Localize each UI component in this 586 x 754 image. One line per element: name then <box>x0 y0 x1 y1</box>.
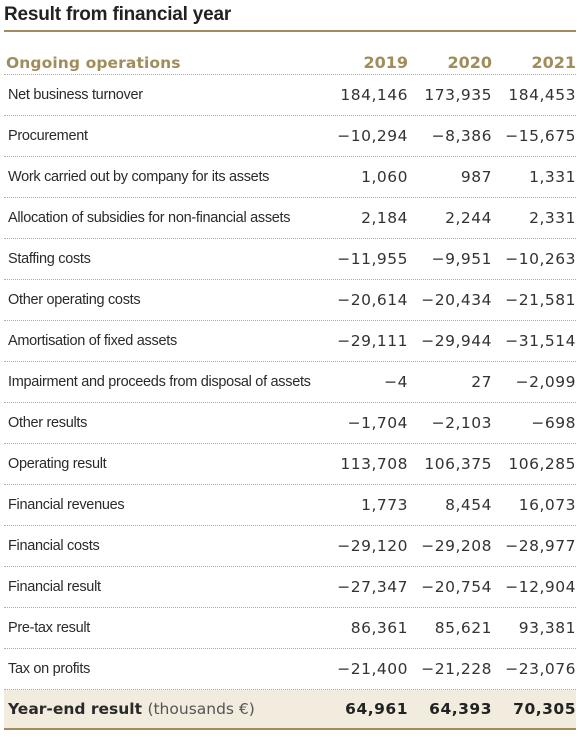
row-value-2019: −11,955 <box>337 250 408 268</box>
row-value-2020: 987 <box>460 168 492 186</box>
row-value-2019: 184,146 <box>340 86 408 104</box>
row-value-2019: 1,060 <box>361 168 408 186</box>
table-row: Amortisation of fixed assets −29,111 −29,9… <box>4 321 576 362</box>
row-label: Tax on profits <box>8 661 91 677</box>
row-value-2019: −29,111 <box>337 332 408 350</box>
row-value-2021: −2,099 <box>515 373 576 391</box>
row-value-2019: −4 <box>384 373 408 391</box>
row-value-2020: −8,386 <box>431 127 492 145</box>
row-label: Procurement <box>8 128 88 144</box>
row-value-2019: 86,361 <box>350 619 408 637</box>
row-label: Other operating costs <box>8 292 141 308</box>
page-title: Result from financial year <box>4 4 232 25</box>
row-label: Financial costs <box>8 538 100 554</box>
total-value-2019: 64,961 <box>345 700 408 718</box>
year-2019-header: 2019 <box>363 53 408 72</box>
row-value-2020: 173,935 <box>424 86 492 104</box>
row-value-2021: 106,285 <box>508 455 576 473</box>
row-value-2020: −21,228 <box>421 660 492 678</box>
row-value-2020: −9,951 <box>431 250 492 268</box>
row-value-2021: 1,331 <box>529 168 576 186</box>
total-label-text: Year-end result <box>8 700 143 718</box>
table-row: Financial costs −29,120 −29,208 −28,977 <box>4 526 576 567</box>
row-value-2021: −21,581 <box>505 291 576 309</box>
row-value-2021: 184,453 <box>508 86 576 104</box>
row-value-2019: 1,773 <box>361 496 408 514</box>
row-value-2020: −29,208 <box>421 537 492 555</box>
total-value-2020: 64,393 <box>429 700 492 718</box>
table-row: Impairment and proceeds from disposal of… <box>4 362 576 403</box>
table-row: Operating result 113,708 106,375 106,285 <box>4 444 576 485</box>
row-value-2021: −28,977 <box>505 537 576 555</box>
row-value-2019: −1,704 <box>347 414 408 432</box>
row-label: Staffing costs <box>8 251 91 267</box>
row-value-2020: 27 <box>471 373 492 391</box>
table-row: Allocation of subsidies for non-financia… <box>4 198 576 239</box>
row-value-2020: 2,244 <box>445 209 492 227</box>
row-value-2019: 113,708 <box>340 455 408 473</box>
table-row: Work carried out by company for its asse… <box>4 157 576 198</box>
table-row: Procurement −10,294 −8,386 −15,675 <box>4 116 576 157</box>
row-value-2021: −15,675 <box>505 127 576 145</box>
row-value-2019: −21,400 <box>337 660 408 678</box>
row-value-2021: −698 <box>531 414 576 432</box>
row-value-2021: 16,073 <box>518 496 576 514</box>
row-label: Net business turnover <box>8 87 143 103</box>
table-row: Financial result −27,347 −20,754 −12,904 <box>4 567 576 608</box>
total-value-2021: 70,305 <box>513 700 576 718</box>
row-value-2021: −12,904 <box>505 578 576 596</box>
total-row: Year-end result (thousands €) 64,961 64,… <box>4 690 576 730</box>
row-label: Allocation of subsidies for non-financia… <box>8 210 291 226</box>
total-unit: (thousands €) <box>147 700 255 718</box>
row-value-2020: −29,944 <box>421 332 492 350</box>
row-value-2021: −31,514 <box>505 332 576 350</box>
row-value-2020: 8,454 <box>445 496 492 514</box>
table-body: Net business turnover 184,146 173,935 184,4… <box>4 75 576 690</box>
row-value-2019: −20,614 <box>337 291 408 309</box>
table-row: Financial revenues 1,773 8,454 16,073 <box>4 485 576 526</box>
row-value-2019: −29,120 <box>337 537 408 555</box>
row-value-2019: −10,294 <box>337 127 408 145</box>
year-2020-header: 2020 <box>447 53 492 72</box>
table-row: Other results −1,704 −2,103 −698 <box>4 403 576 444</box>
row-value-2021: −10,263 <box>505 250 576 268</box>
row-value-2020: 85,621 <box>434 619 492 637</box>
row-value-2020: −2,103 <box>431 414 492 432</box>
row-value-2021: 2,331 <box>529 209 576 227</box>
row-label: Amortisation of fixed assets <box>8 333 177 349</box>
table-row: Other operating costs −20,614 −20,434 −21,5… <box>4 280 576 321</box>
table-row: Net business turnover 184,146 173,935 184,4… <box>4 75 576 116</box>
row-label: Financial result <box>8 579 101 595</box>
total-label: Year-end result (thousands €) <box>4 700 324 718</box>
row-label: Work carried out by company for its asse… <box>8 169 270 185</box>
title-rule <box>4 30 576 32</box>
row-value-2020: −20,434 <box>421 291 492 309</box>
row-label: Other results <box>8 415 88 431</box>
table-row: Staffing costs −11,955 −9,951 −10,263 <box>4 239 576 280</box>
header-label: Ongoing operations <box>6 54 181 72</box>
table-row: Pre-tax result 86,361 85,621 93,381 <box>4 608 576 649</box>
row-label: Financial revenues <box>8 497 125 513</box>
row-label: Pre-tax result <box>8 620 91 636</box>
row-value-2019: −27,347 <box>337 578 408 596</box>
year-2021-header: 2021 <box>531 53 576 72</box>
row-value-2019: 2,184 <box>361 209 408 227</box>
row-value-2020: 106,375 <box>424 455 492 473</box>
row-value-2020: −20,754 <box>421 578 492 596</box>
table-row: Tax on profits −21,400 −21,228 −23,076 <box>4 649 576 690</box>
row-value-2021: −23,076 <box>505 660 576 678</box>
row-value-2021: 93,381 <box>518 619 576 637</box>
row-label: Impairment and proceeds from disposal of… <box>8 374 311 390</box>
row-label: Operating result <box>8 456 107 472</box>
table-header: Ongoing operations 2019 2020 2021 <box>4 46 576 75</box>
